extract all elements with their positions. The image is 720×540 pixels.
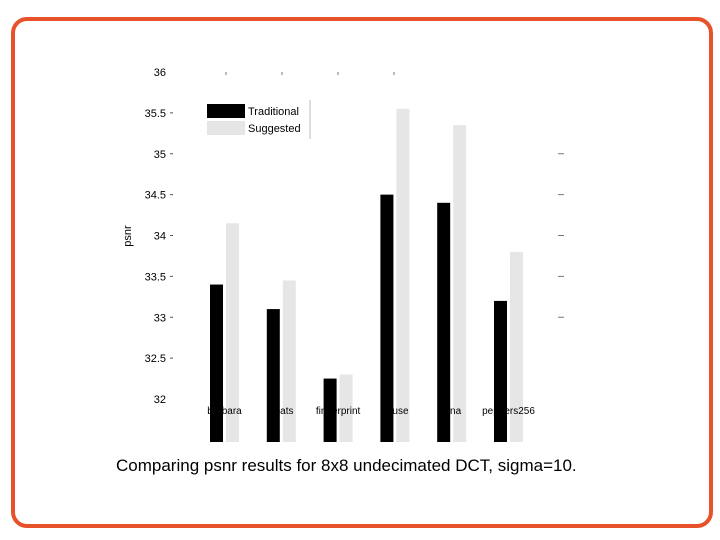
x-tick-label: house (381, 406, 409, 417)
bar-suggested-lena (453, 125, 467, 442)
y-tick-label: 35.5 (145, 108, 166, 120)
x-tick-label: fingerprint (316, 406, 361, 417)
y-tick-label: 34.5 (145, 190, 166, 202)
caption: Comparing psnr results for 8x8 undecimat… (116, 456, 577, 475)
bars-group (210, 108, 523, 442)
bar-traditional-fingerprint (323, 378, 337, 442)
y-tick-label: 33 (154, 312, 166, 324)
x-tick-label: lena (442, 406, 461, 417)
y-tick-label: 34 (154, 231, 166, 243)
bar-traditional-boats (266, 309, 280, 442)
legend: Traditional Suggested (207, 100, 311, 139)
slide-frame (11, 17, 713, 528)
x-tick-label: barbara (207, 406, 242, 417)
bar-suggested-peppers256 (510, 251, 523, 442)
y-axis: 32 32.5 33 33.5 34 34.5 35 35.5 36 (145, 67, 564, 406)
bar-suggested-house (396, 108, 410, 442)
legend-label-suggested: Suggested (248, 123, 301, 135)
bar-traditional-peppers256 (494, 300, 507, 442)
y-tick-label: 36 (154, 67, 166, 79)
y-tick-label: 33.5 (145, 271, 166, 283)
legend-swatch-suggested (207, 121, 245, 135)
bar-suggested-barbara (226, 223, 239, 442)
y-axis-label: psnr (122, 225, 134, 247)
legend-swatch-traditional (207, 104, 245, 118)
y-tick-label: 32.5 (145, 353, 166, 365)
bar-traditional-lena (437, 202, 451, 442)
bar-traditional-house (380, 194, 394, 442)
legend-label-traditional: Traditional (248, 106, 299, 118)
x-tick-label: peppers256 (482, 406, 535, 417)
bar-suggested-fingerprint (339, 374, 353, 442)
x-tick-label: boats (269, 406, 293, 417)
y-tick-label: 32 (154, 394, 166, 406)
bar-traditional-barbara (210, 284, 223, 442)
bar-suggested-boats (282, 280, 296, 442)
y-tick-label: 35 (154, 149, 166, 161)
x-tick-labels: barbara boats fingerprint house lena peppers2… (207, 406, 535, 417)
